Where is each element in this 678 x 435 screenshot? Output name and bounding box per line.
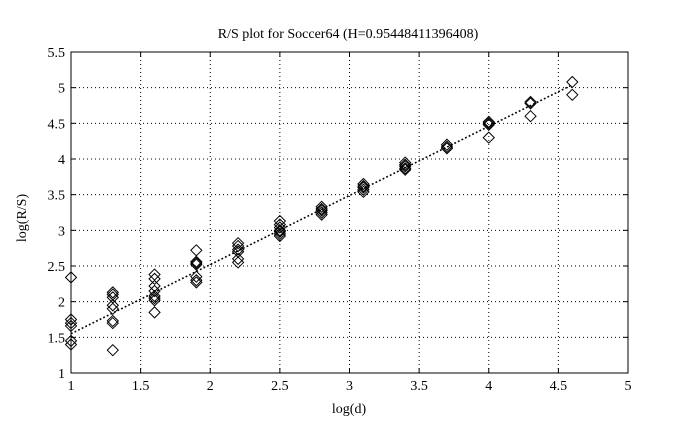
grid-lines [71,52,628,373]
x-tick-label: 5 [625,379,632,394]
data-point-diamond [482,117,495,130]
x-tick-label: 2.5 [271,379,289,394]
y-axis-label: log(R/S) [15,194,30,243]
chart-title: R/S plot for Soccer64 (H=0.9544841139640… [218,27,479,42]
data-point-diamond [273,224,287,237]
y-tick-label: 2 [58,296,65,311]
x-tick-label: 1 [68,379,75,394]
x-tick-label: 4.5 [550,379,568,394]
data-point-diamond [106,302,119,316]
data-point-diamond [273,221,287,234]
data-point-diamond [190,276,203,289]
data-point-diamond [148,306,161,319]
data-point-diamond [148,289,161,303]
data-point-diamond [482,131,495,144]
data-point-diamond [524,109,537,123]
y-tick-label: 5.5 [48,46,66,61]
data-point-diamond [273,225,287,238]
data-point-diamond [106,343,119,357]
data-point-diamond [231,243,245,256]
data-point-diamond [106,314,119,328]
data-point-diamond [357,183,370,196]
y-tick-label: 4 [58,153,65,168]
data-point-diamond [190,274,203,287]
data-point-diamond [315,206,328,219]
data-point-diamond [482,115,495,129]
data-point-diamond [315,200,328,214]
data-point-diamond [231,236,245,250]
data-point-diamond [398,158,412,171]
data-point-diamond [273,229,287,243]
data-point-diamond [148,268,161,281]
data-point-diamond [190,255,203,268]
x-tick-label: 4 [485,379,492,394]
data-point-diamond [231,252,245,266]
y-tick-label: 3 [58,224,65,239]
data-point-diamond [231,239,245,253]
x-tick-label: 3.5 [410,379,428,394]
data-point-diamond [440,142,454,155]
data-point-diamond [524,95,537,109]
data-point-diamond [148,291,161,305]
data-point-diamond [566,88,579,102]
data-points [64,75,579,357]
data-point-diamond [357,177,370,191]
data-point-diamond [566,75,579,89]
data-point-diamond [398,163,412,176]
x-tick-label: 2 [207,379,214,394]
data-point-diamond [482,118,495,131]
data-point-diamond [273,227,287,241]
y-tick-label: 4.5 [48,117,66,132]
data-point-diamond [231,256,245,269]
data-point-diamond [190,244,203,257]
x-tick-label: 1.5 [132,379,150,394]
data-point-diamond [440,140,454,154]
data-point-diamond [315,204,328,217]
data-point-diamond [357,181,370,194]
data-point-diamond [106,286,119,299]
data-point-diamond [190,256,203,270]
y-tick-label: 5 [58,82,65,97]
data-point-diamond [357,179,370,193]
data-point-diamond [524,97,537,110]
x-axis-label: log(d) [332,402,367,417]
x-tick-label: 3 [346,379,353,394]
data-point-diamond [148,284,161,298]
data-point-diamond [315,208,328,221]
y-tick-label: 1 [58,367,65,382]
data-point-diamond [106,316,119,330]
data-point-diamond [148,294,161,307]
data-point-diamond [190,258,203,271]
data-point-diamond [440,138,454,151]
data-point-diamond [357,185,370,199]
data-point-diamond [190,270,203,283]
data-point-diamond [106,299,119,312]
data-point-diamond [398,156,412,169]
axis-ticks: 1 1.5 2 2.5 3 3.5 4 4.5 5 1 1.5 2 2.5 3 3.5 4 4.5 5 5.5 [48,46,632,394]
data-point-diamond [398,162,412,175]
data-point-diamond [148,272,161,286]
data-point-diamond [148,279,161,293]
y-tick-label: 3.5 [48,189,66,204]
data-point-diamond [315,202,328,216]
y-tick-label: 2.5 [48,260,66,275]
y-tick-label: 1.5 [48,331,66,346]
data-point-diamond [398,159,412,173]
